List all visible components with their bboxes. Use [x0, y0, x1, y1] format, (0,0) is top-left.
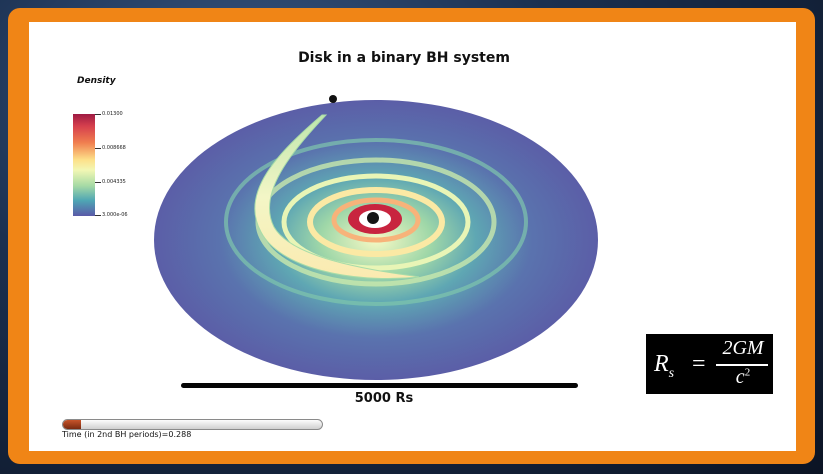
time-progress-fill	[63, 420, 82, 429]
formula-subscript: s	[668, 365, 675, 381]
scale-bar	[181, 383, 578, 388]
formula-den-exponent: 2	[744, 366, 751, 379]
disk-ring	[331, 197, 421, 243]
scale-bar-label: 5000 Rs	[354, 391, 414, 406]
formula-symbol: R	[654, 351, 669, 377]
slide-panel: Disk in a binary BH system Density 0.013…	[29, 22, 796, 451]
schwarzschild-radius-formula: Rs = 2GM c2	[646, 334, 773, 394]
formula-equals: =	[692, 351, 706, 377]
colorbar-tick-label: 0.01300	[102, 111, 123, 117]
colorbar-tick	[95, 114, 101, 115]
companion-black-hole	[329, 95, 337, 103]
colorbar-tick-label: 0.004335	[102, 179, 126, 185]
colorbar-tick	[95, 148, 101, 149]
colorbar-tick	[95, 215, 101, 216]
formula-denominator: c2	[716, 366, 770, 389]
disk-ring	[307, 187, 445, 257]
disk-ring	[281, 173, 471, 271]
formula-den-base: c	[735, 366, 745, 388]
spiral-stream	[254, 114, 420, 280]
time-progress-slider[interactable]	[62, 419, 323, 430]
disk-visualization	[154, 95, 598, 380]
central-black-hole	[367, 212, 379, 224]
formula-lhs: Rs	[654, 351, 674, 382]
colorbar-tick-label: 0.008668	[102, 145, 126, 151]
formula-numerator: 2GM	[722, 337, 764, 359]
fraction-bar	[716, 364, 768, 366]
plot-title: Disk in a binary BH system	[298, 50, 510, 66]
time-label: Time (in 2nd BH periods)=0.288	[62, 430, 192, 439]
colorbar-tick	[95, 182, 101, 183]
disk-ring	[224, 138, 528, 306]
colorbar-title: Density	[77, 76, 116, 86]
colorbar-tick-label: 3.000e-06	[102, 212, 128, 218]
colorbar	[73, 114, 95, 216]
